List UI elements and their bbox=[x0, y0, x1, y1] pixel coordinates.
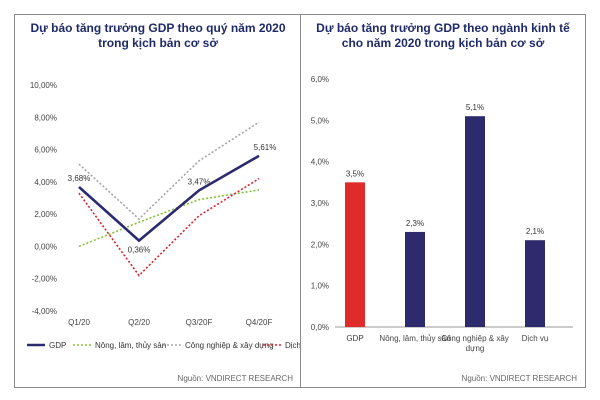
x-tick-label: Công nghiệp & xây dựng bbox=[441, 334, 509, 353]
data-label: 3,68% bbox=[68, 174, 91, 183]
y-tick-label: 2,0% bbox=[311, 240, 329, 249]
data-label: 5,61% bbox=[254, 143, 277, 152]
legend-label: Công nghiệp & xây dựng bbox=[185, 341, 274, 350]
line-chart-panel: Dự báo tăng trưởng GDP theo quý năm 2020… bbox=[14, 14, 302, 388]
y-tick-label: 6,00% bbox=[34, 146, 57, 155]
bar bbox=[465, 116, 485, 327]
y-tick-label: 10,00% bbox=[30, 81, 57, 90]
x-tick-label: Nông, lâm, thủy sản bbox=[379, 334, 450, 343]
x-tick-label: Q2/20 bbox=[128, 318, 150, 327]
y-tick-label: 3,0% bbox=[311, 199, 329, 208]
bar-chart-source: Nguồn: VNDIRECT RESEARCH bbox=[461, 374, 577, 383]
bar bbox=[345, 182, 365, 327]
x-tick-label: Q1/20 bbox=[68, 318, 90, 327]
bar-chart: 0,0% 1,0% 2,0% 3,0% 4,0% 5,0% 6,0% 3,5% 2,3% 5,1%… bbox=[311, 75, 573, 353]
bar-chart-panel: Dự báo tăng trưởng GDP theo ngành kinh t… bbox=[300, 14, 586, 388]
bar bbox=[525, 240, 545, 327]
y-tick-label: 6,0% bbox=[311, 75, 329, 84]
data-label: 3,5% bbox=[346, 169, 364, 178]
y-tick-label: 8,00% bbox=[34, 113, 57, 122]
y-tick-label: -4,00% bbox=[32, 307, 57, 316]
line-chart-title: Dự báo tăng trưởng GDP theo quý năm 2020… bbox=[30, 21, 286, 50]
data-label: 0,36% bbox=[128, 246, 151, 255]
y-tick-label: 4,0% bbox=[311, 158, 329, 167]
x-tick-label: Q3/20F bbox=[186, 318, 213, 327]
series-line-2 bbox=[78, 121, 260, 221]
y-tick-label: 0,00% bbox=[34, 242, 57, 251]
data-label: 2,3% bbox=[406, 219, 424, 228]
bar-chart-title: Dự báo tăng trưởng GDP theo ngành kinh t… bbox=[316, 21, 570, 50]
y-tick-label: 0,0% bbox=[311, 323, 329, 332]
line-chart: -4,00% -2,00% 0,00% 2,00% 4,00% 6,00% 8,00% 10,… bbox=[27, 81, 301, 350]
series-line-1 bbox=[78, 189, 260, 248]
y-tick-label: 2,00% bbox=[34, 210, 57, 219]
legend-label: Dịch vụ bbox=[285, 341, 301, 350]
x-tick-label: Q4/20F bbox=[246, 318, 273, 327]
y-tick-label: 5,0% bbox=[311, 116, 329, 125]
x-tick-label: Dịch vụ bbox=[522, 334, 549, 343]
data-label: 5,1% bbox=[466, 103, 484, 112]
x-tick-label: GDP bbox=[346, 334, 363, 343]
line-chart-source: Nguồn: VNDIRECT RESEARCH bbox=[177, 374, 293, 383]
y-tick-label: 1,0% bbox=[311, 282, 329, 291]
y-tick-label: 4,00% bbox=[34, 178, 57, 187]
data-label: 3,47% bbox=[188, 177, 211, 186]
legend-label: Nông, lâm, thủy sản bbox=[95, 341, 166, 350]
y-tick-label: -2,00% bbox=[32, 275, 57, 284]
legend-label: GDP bbox=[49, 341, 66, 350]
data-label: 2,1% bbox=[526, 227, 544, 236]
series-line-0 bbox=[78, 154, 260, 243]
series-line-3 bbox=[78, 177, 260, 277]
bar bbox=[405, 231, 425, 327]
